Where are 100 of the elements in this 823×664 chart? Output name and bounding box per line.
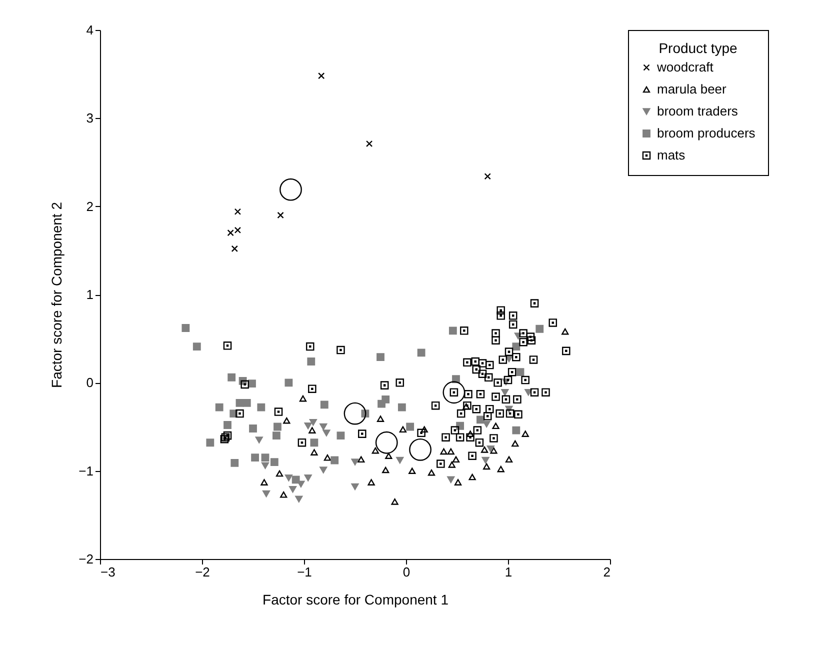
point [230, 458, 239, 467]
point [182, 324, 190, 332]
point [277, 212, 284, 218]
point [304, 474, 312, 482]
point [206, 438, 214, 447]
point [476, 416, 484, 424]
point [234, 226, 242, 234]
legend-label: marula beer [657, 82, 728, 96]
point [320, 400, 328, 409]
point [382, 466, 390, 474]
point [351, 458, 359, 466]
y-axis-title: Factor score for Component 2 [48, 202, 65, 388]
point [448, 462, 456, 468]
x-tick-label: 1 [504, 564, 512, 580]
point [497, 466, 504, 472]
point [376, 353, 384, 362]
point [490, 447, 498, 454]
legend-label: broom producers [657, 126, 756, 140]
y-tick-label: 2 [86, 198, 94, 214]
y-tick-label: −1 [78, 463, 94, 478]
point [440, 448, 448, 455]
point [255, 436, 263, 444]
point [536, 324, 544, 333]
point [454, 479, 462, 486]
point [501, 389, 509, 396]
point [249, 424, 257, 432]
point [272, 432, 280, 440]
point [468, 474, 476, 480]
x-tick-label: −3 [100, 564, 116, 580]
point [344, 402, 366, 425]
point [447, 448, 454, 455]
point [242, 398, 251, 407]
point [409, 438, 432, 461]
point [248, 380, 256, 388]
point [283, 417, 290, 424]
point [324, 454, 332, 461]
point [215, 403, 224, 412]
point [420, 426, 428, 433]
point [192, 342, 201, 350]
point [480, 446, 488, 453]
point [512, 426, 520, 434]
point [398, 403, 406, 412]
legend-label: mats [657, 148, 686, 162]
point [447, 476, 455, 483]
y-tick-label: 0 [86, 375, 94, 390]
point [428, 469, 436, 476]
point [417, 348, 426, 357]
point [512, 440, 519, 447]
point [399, 426, 406, 433]
legend-label: broom traders [657, 104, 738, 118]
point [261, 462, 269, 469]
x-tick-label: 0 [402, 564, 410, 580]
point [322, 430, 330, 436]
point [484, 173, 491, 180]
point [516, 368, 524, 376]
point [299, 395, 307, 402]
point [486, 445, 494, 452]
point [376, 416, 384, 422]
point [310, 438, 318, 447]
point [280, 178, 302, 201]
point [295, 496, 303, 502]
point [336, 432, 345, 440]
point [482, 456, 490, 464]
point [385, 452, 392, 460]
point [391, 498, 398, 505]
y-tick-label: 3 [86, 110, 94, 126]
point [262, 490, 270, 498]
point [228, 373, 236, 382]
point [310, 449, 318, 456]
point [280, 491, 288, 498]
point [505, 456, 513, 463]
point [231, 245, 238, 252]
point [366, 140, 373, 148]
x-axis-title: Factor score for Component 1 [262, 592, 449, 608]
legend-title: Product type [658, 40, 738, 56]
point [236, 398, 244, 407]
point [448, 326, 457, 335]
point [270, 458, 278, 466]
point [442, 381, 466, 404]
point [452, 456, 460, 463]
point [320, 423, 328, 430]
point [261, 454, 270, 462]
legend-label: woodcraft [656, 60, 714, 74]
point [522, 430, 529, 437]
point [284, 378, 293, 387]
point [289, 486, 297, 493]
x-tick-label: −2 [195, 564, 210, 580]
point [308, 427, 316, 434]
point [358, 456, 365, 463]
point [274, 422, 282, 431]
point [234, 208, 242, 215]
y-tick-label: 1 [86, 287, 94, 302]
point [260, 479, 268, 486]
x-tick-label: −1 [297, 564, 312, 580]
y-tick-label: −2 [78, 552, 94, 566]
point [406, 422, 414, 431]
point [372, 447, 379, 454]
point [330, 456, 339, 464]
point [351, 483, 359, 490]
point [257, 403, 266, 412]
